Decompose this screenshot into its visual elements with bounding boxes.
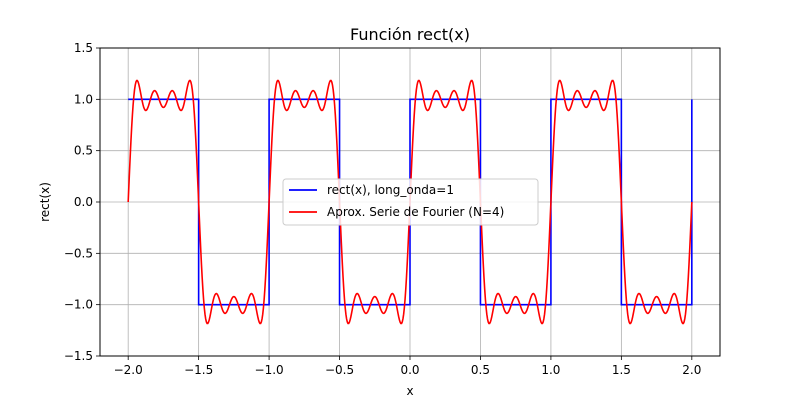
x-tick-label: 0.0	[400, 363, 419, 377]
y-tick-label: 1.0	[74, 92, 93, 106]
x-axis-label: x	[406, 384, 413, 398]
x-tick-label: 0.5	[471, 363, 490, 377]
x-tick-label: 1.0	[541, 363, 560, 377]
legend-entry-rect: rect(x), long_onda=1	[327, 183, 454, 197]
x-tick-label: −1.5	[184, 363, 213, 377]
y-axis-ticks: −1.5 −1.0 −0.5 0.0 0.5 1.0 1.5	[64, 41, 100, 363]
x-tick-label: −2.0	[114, 363, 143, 377]
x-tick-label: 2.0	[682, 363, 701, 377]
y-axis-label: rect(x)	[38, 182, 52, 222]
y-tick-label: −1.0	[64, 298, 93, 312]
legend-entry-fourier: Aprox. Serie de Fourier (N=4)	[327, 205, 504, 219]
x-tick-label: −1.0	[255, 363, 284, 377]
y-tick-label: 0.0	[74, 195, 93, 209]
legend: rect(x), long_onda=1 Aprox. Serie de Fou…	[282, 178, 539, 226]
y-tick-label: 1.5	[74, 41, 93, 55]
x-axis-ticks: −2.0 −1.5 −1.0 −0.5 0.0 0.5 1.0 1.5 2.0	[114, 356, 701, 377]
x-tick-label: −0.5	[325, 363, 354, 377]
y-tick-label: −1.5	[64, 349, 93, 363]
chart-title: Función rect(x)	[350, 25, 470, 44]
series-rect-line	[128, 98, 693, 306]
legend-box	[282, 178, 539, 226]
y-tick-label: 0.5	[74, 144, 93, 158]
y-tick-label: −0.5	[64, 246, 93, 260]
x-tick-label: 1.5	[612, 363, 631, 377]
